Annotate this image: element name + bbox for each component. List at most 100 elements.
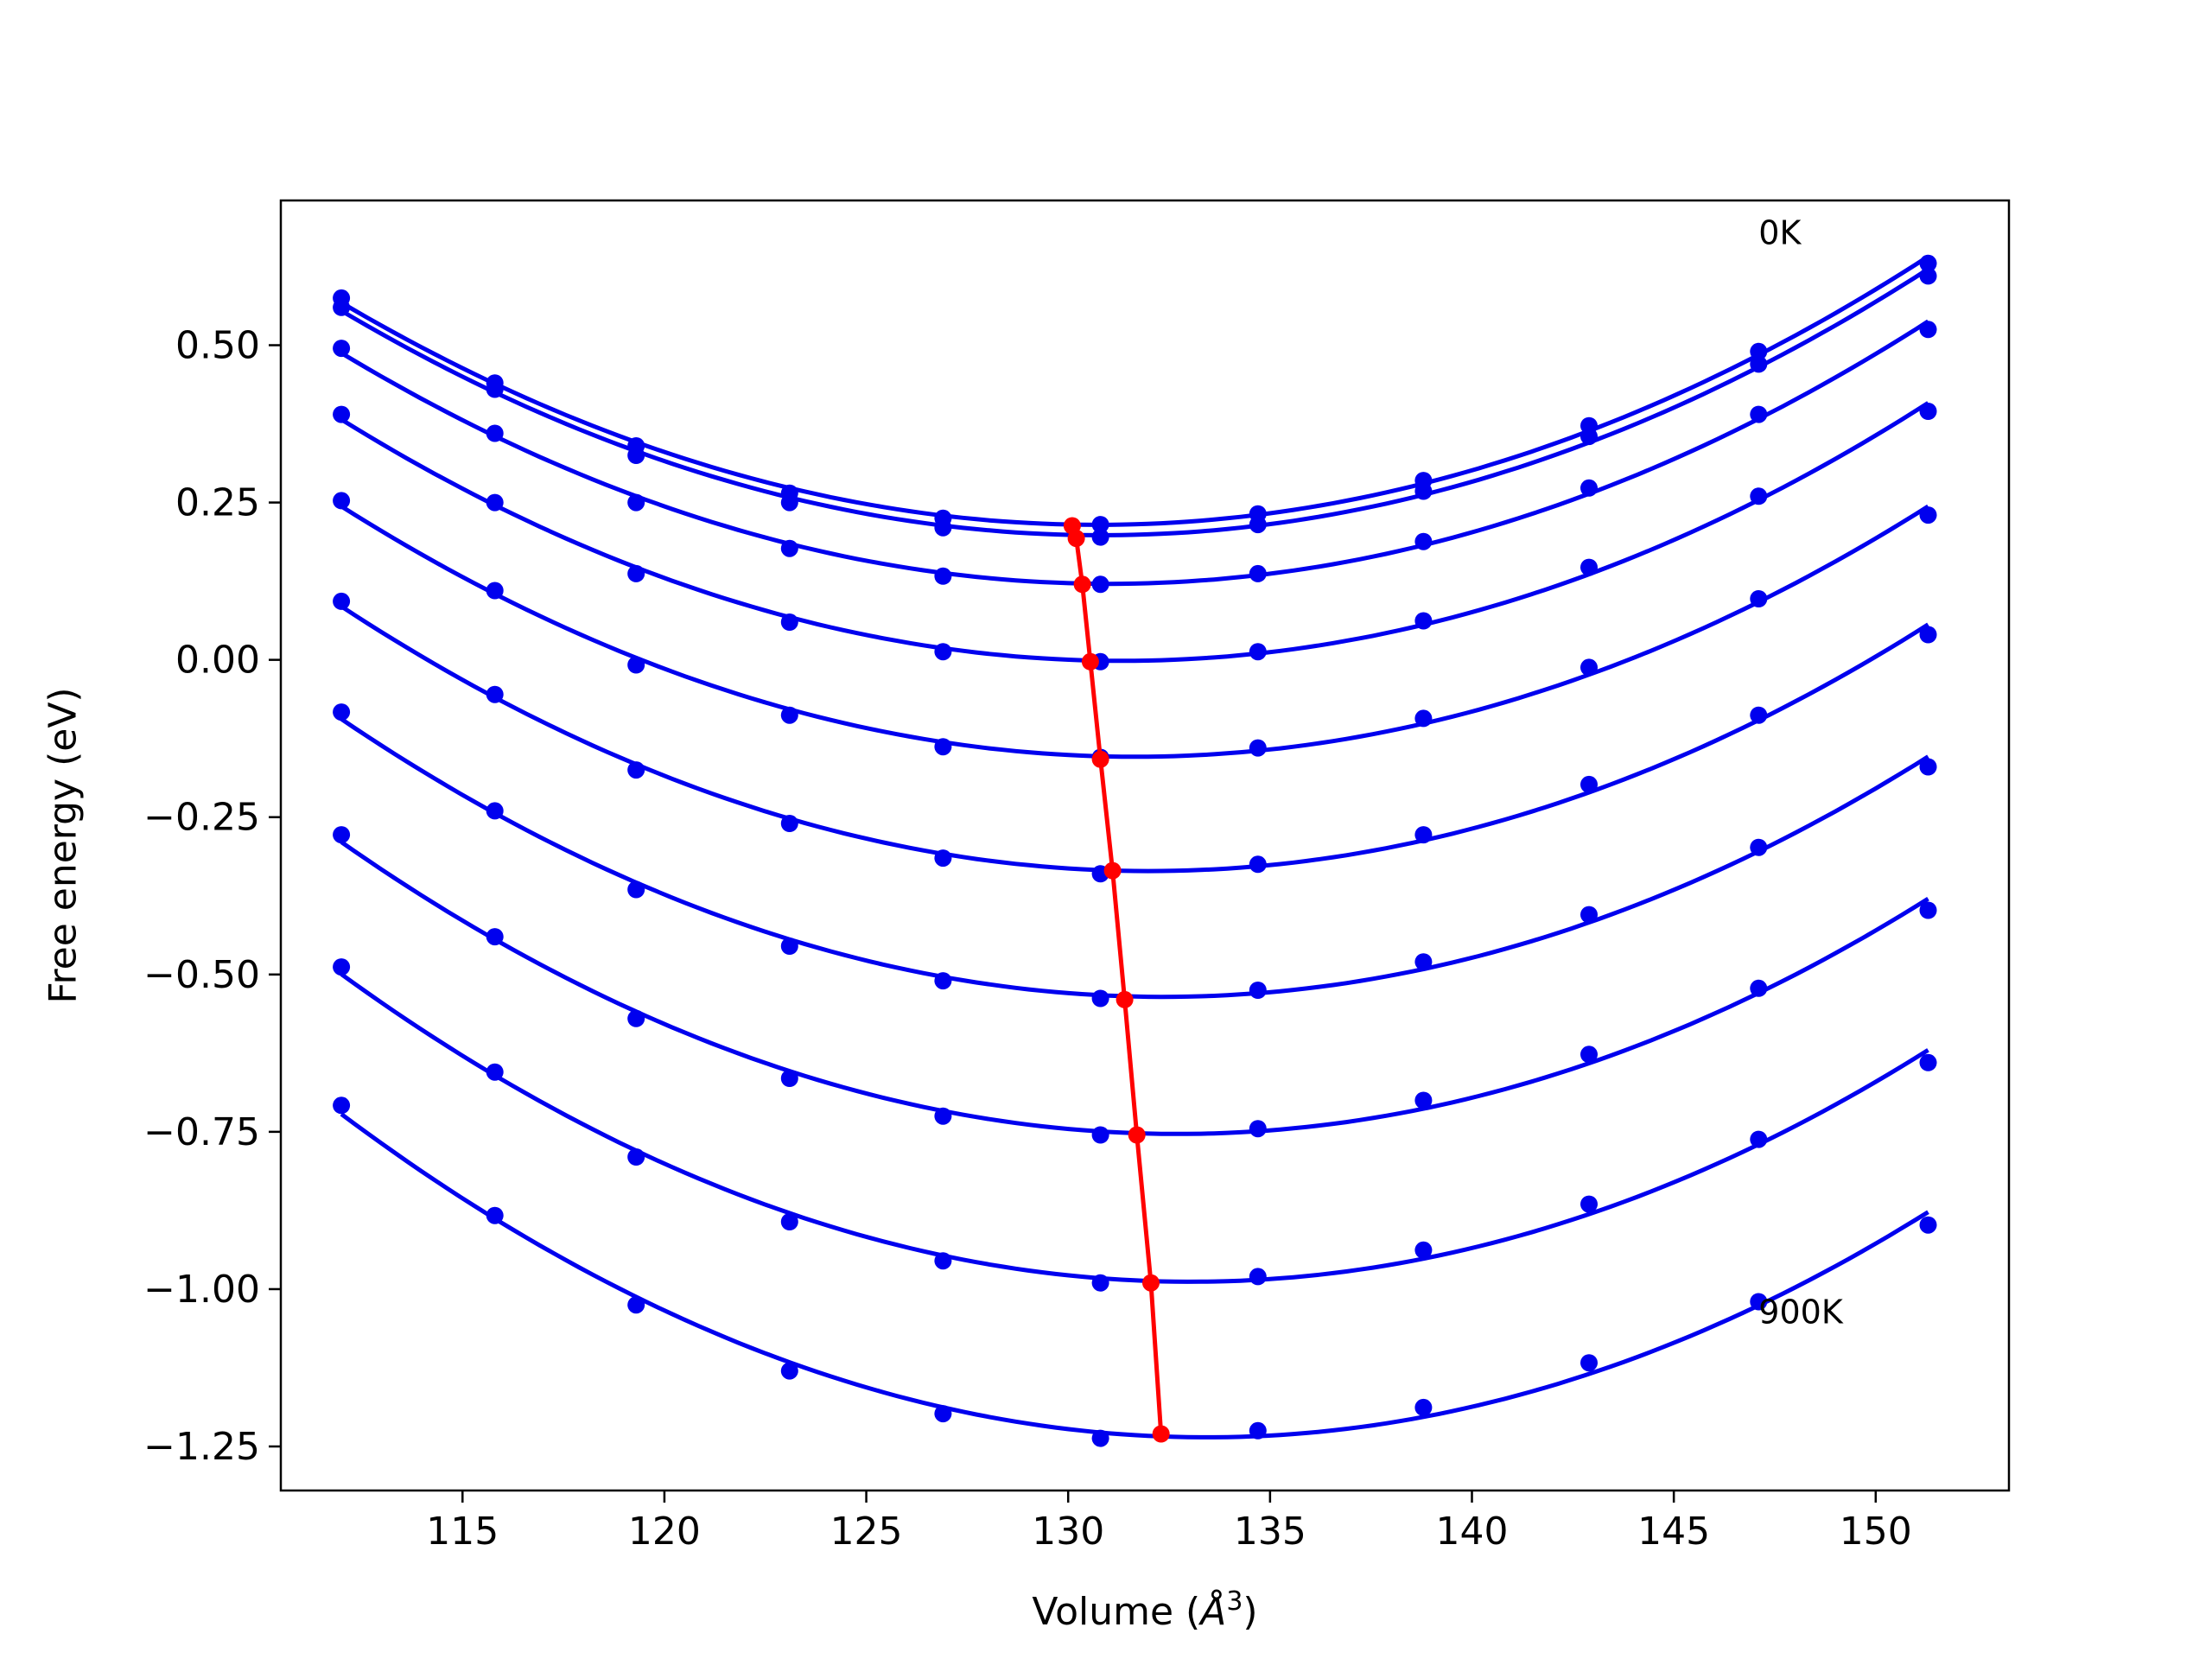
series-layer bbox=[333, 254, 1937, 1447]
data-point bbox=[1091, 1429, 1109, 1447]
y-tick-label: −1.25 bbox=[143, 1425, 260, 1469]
data-point bbox=[1580, 658, 1598, 677]
data-point bbox=[1091, 989, 1109, 1007]
x-tick-label: 125 bbox=[830, 1510, 903, 1554]
x-tick-label: 120 bbox=[628, 1510, 701, 1554]
data-point bbox=[1249, 855, 1267, 874]
data-point bbox=[934, 518, 952, 537]
minima-line bbox=[1070, 524, 1164, 1434]
data-point bbox=[1580, 906, 1598, 924]
curve-annotation: 0K bbox=[1758, 213, 1802, 251]
data-point bbox=[1750, 342, 1768, 360]
data-point bbox=[486, 493, 504, 512]
data-point bbox=[1919, 1053, 1937, 1071]
data-point bbox=[1414, 953, 1433, 971]
series-3 bbox=[333, 401, 1937, 671]
data-point bbox=[780, 706, 798, 724]
data-point bbox=[486, 582, 504, 600]
data-point bbox=[1091, 516, 1109, 534]
data-point bbox=[486, 380, 504, 398]
y-tick-label: −0.50 bbox=[143, 953, 260, 997]
y-tick-label: 0.00 bbox=[175, 639, 260, 683]
minimum-point bbox=[1067, 530, 1085, 548]
x-tick-label: 145 bbox=[1637, 1510, 1710, 1554]
x-tick-label: 115 bbox=[426, 1510, 499, 1554]
data-point bbox=[780, 1362, 798, 1380]
data-point bbox=[1249, 564, 1267, 582]
series-line bbox=[340, 604, 1929, 874]
series-4 bbox=[333, 492, 1937, 766]
series-line bbox=[340, 972, 1929, 1284]
data-point bbox=[1091, 528, 1109, 546]
data-point bbox=[333, 340, 351, 358]
data-point bbox=[1249, 516, 1267, 534]
data-point bbox=[1580, 1354, 1598, 1372]
data-point bbox=[1414, 826, 1433, 844]
data-point bbox=[1580, 1195, 1598, 1213]
x-axis: 115 120 125 130 135 140 145 150 bbox=[426, 1491, 1912, 1554]
data-point bbox=[627, 1009, 645, 1027]
data-point bbox=[333, 826, 351, 844]
data-point bbox=[1414, 1091, 1433, 1109]
data-point bbox=[486, 424, 504, 442]
y-tick-label: −0.75 bbox=[143, 1110, 260, 1154]
minimum-point bbox=[1142, 1274, 1160, 1292]
data-point bbox=[627, 656, 645, 674]
x-tick-label: 140 bbox=[1436, 1510, 1509, 1554]
data-point bbox=[333, 1096, 351, 1115]
data-point bbox=[1750, 355, 1768, 373]
data-point bbox=[1414, 709, 1433, 728]
data-point bbox=[1091, 1274, 1109, 1292]
data-point bbox=[780, 493, 798, 512]
annotation-layer: 0K 900K bbox=[1758, 213, 1844, 1331]
data-point bbox=[934, 643, 952, 661]
series-line bbox=[340, 319, 1929, 587]
data-point bbox=[1919, 1216, 1937, 1234]
data-point bbox=[486, 802, 504, 820]
data-point bbox=[934, 567, 952, 585]
minimum-point bbox=[1128, 1126, 1146, 1144]
minimum-point bbox=[1116, 990, 1134, 1008]
data-point bbox=[780, 613, 798, 631]
data-point bbox=[780, 539, 798, 557]
series-line bbox=[340, 254, 1929, 527]
minima-layer bbox=[1063, 517, 1170, 1443]
data-point bbox=[486, 1206, 504, 1224]
plot-area bbox=[281, 200, 2009, 1491]
y-tick-label: −0.25 bbox=[143, 796, 260, 840]
data-point bbox=[780, 1213, 798, 1230]
data-point bbox=[333, 592, 351, 610]
y-tick-label: 0.25 bbox=[175, 481, 260, 525]
data-point bbox=[1249, 1421, 1267, 1440]
series-1 bbox=[333, 267, 1937, 546]
data-point bbox=[1580, 479, 1598, 497]
data-point bbox=[333, 958, 351, 976]
series-line bbox=[340, 504, 1929, 760]
series-5 bbox=[333, 592, 1937, 883]
series-2 bbox=[333, 319, 1937, 594]
data-point bbox=[333, 298, 351, 316]
data-point bbox=[627, 1296, 645, 1314]
data-point bbox=[1750, 1293, 1768, 1311]
minimum-point bbox=[1152, 1425, 1170, 1443]
data-point bbox=[1750, 838, 1768, 856]
data-point bbox=[486, 685, 504, 703]
data-point bbox=[333, 703, 351, 721]
data-point bbox=[1414, 532, 1433, 550]
data-point bbox=[333, 405, 351, 423]
data-point bbox=[1919, 321, 1937, 339]
data-point bbox=[627, 761, 645, 779]
data-point bbox=[1249, 1268, 1267, 1286]
data-point bbox=[627, 447, 645, 464]
data-point bbox=[486, 928, 504, 946]
x-axis-label: Volume (Å3) bbox=[1032, 1586, 1257, 1635]
data-point bbox=[1919, 267, 1937, 285]
data-point bbox=[627, 493, 645, 512]
data-point bbox=[1249, 643, 1267, 661]
minimum-point bbox=[1103, 861, 1122, 880]
series-9 bbox=[333, 1096, 1937, 1447]
data-point bbox=[1580, 428, 1598, 446]
curve-annotation: 900K bbox=[1758, 1293, 1844, 1331]
data-point bbox=[627, 1148, 645, 1166]
